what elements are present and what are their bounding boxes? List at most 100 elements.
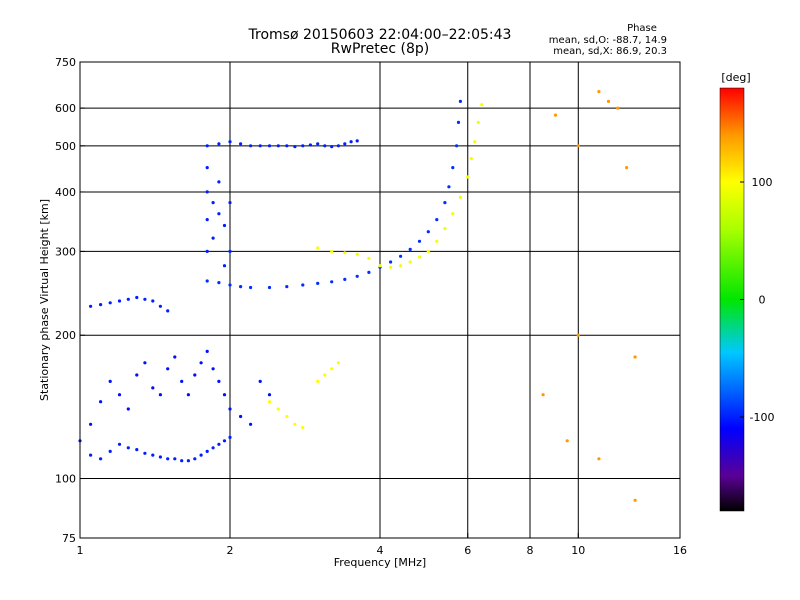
data-point [217, 180, 221, 184]
data-point [217, 379, 221, 383]
data-point [466, 175, 470, 179]
data-point [417, 239, 422, 243]
data-point [217, 281, 221, 285]
x-tick-label: 8 [527, 544, 534, 557]
data-point [89, 304, 93, 308]
data-point [633, 498, 637, 502]
data-point [355, 139, 359, 143]
data-point [426, 249, 430, 253]
data-point [355, 252, 359, 256]
data-point [541, 393, 545, 397]
data-point [606, 99, 611, 103]
x-tick-label: 6 [464, 544, 471, 557]
data-point [267, 285, 272, 290]
data-point [276, 144, 280, 148]
data-point [117, 442, 122, 446]
data-point [316, 246, 320, 250]
y-tick-label: 200 [55, 329, 76, 342]
data-point [480, 103, 484, 107]
x-tick-label: 16 [673, 544, 687, 557]
data-point [451, 166, 455, 170]
data-point [205, 166, 209, 170]
data-point [330, 249, 334, 253]
x-tick-label: 4 [377, 544, 384, 557]
data-point [222, 393, 227, 397]
data-point [143, 361, 147, 365]
data-point [211, 236, 215, 240]
y-tick-label: 400 [55, 186, 76, 199]
data-point [293, 145, 297, 149]
data-point [99, 457, 103, 461]
chart-subtitle: RwPretec (8p) [331, 41, 429, 57]
data-point [447, 185, 451, 189]
data-point [193, 373, 197, 377]
data-point [616, 106, 620, 110]
data-point [228, 283, 232, 287]
data-point [205, 144, 209, 148]
data-point [117, 299, 122, 303]
data-point [316, 142, 320, 146]
data-point [343, 142, 347, 146]
data-point [173, 457, 177, 461]
y-tick-label: 750 [55, 56, 76, 69]
data-point [301, 144, 305, 148]
data-point [308, 143, 312, 147]
colorbar-tick-label: -100 [750, 411, 775, 424]
data-point [199, 453, 203, 457]
data-point [217, 442, 221, 446]
stats-line-o: mean, sd,O: -88.7, 14.9 [549, 35, 667, 46]
data-point [217, 142, 221, 146]
data-point [316, 379, 320, 383]
data-point [126, 446, 130, 450]
data-point [399, 254, 403, 258]
data-point [205, 449, 209, 453]
data-point [336, 361, 340, 365]
data-point [336, 144, 340, 148]
data-point [186, 393, 190, 397]
data-point [228, 407, 232, 411]
data-point [451, 212, 455, 216]
data-point [249, 285, 253, 290]
data-point [389, 260, 393, 264]
y-axis-label: Stationary phase Virtual Height [km] [38, 199, 51, 401]
data-point [633, 355, 637, 359]
data-point [151, 453, 155, 457]
data-point [267, 393, 272, 397]
data-point [476, 120, 480, 124]
data-point [222, 223, 227, 228]
data-point [258, 144, 262, 148]
data-point [180, 379, 184, 383]
plot-gridlines [80, 62, 680, 538]
data-point [89, 422, 93, 426]
data-point [180, 459, 184, 463]
data-point [151, 299, 155, 303]
y-tick-label: 600 [55, 102, 76, 115]
data-point [367, 270, 371, 274]
data-point [267, 400, 272, 404]
data-point [211, 446, 215, 450]
chart-title: Tromsø 20150603 22:04:00–22:05:43 [248, 27, 512, 43]
data-point [135, 448, 139, 452]
colorbar-ticks: -100 0 100 [740, 176, 774, 424]
data-point [205, 218, 209, 222]
data-point [285, 414, 289, 419]
data-point [285, 285, 289, 289]
data-point [408, 260, 412, 264]
data-point [249, 144, 253, 148]
data-point [166, 457, 170, 461]
data-point [576, 144, 580, 148]
data-point [597, 457, 601, 461]
data-point [99, 400, 103, 404]
data-point [443, 201, 447, 205]
y-tick-label: 75 [62, 532, 76, 545]
data-point [399, 264, 403, 268]
data-point [228, 435, 232, 439]
data-point [301, 283, 305, 287]
data-point [323, 144, 327, 148]
data-point [469, 157, 473, 161]
data-point [166, 367, 170, 371]
data-point [330, 280, 334, 284]
data-point [576, 333, 580, 337]
colorbar-tick-label: 100 [752, 176, 773, 189]
